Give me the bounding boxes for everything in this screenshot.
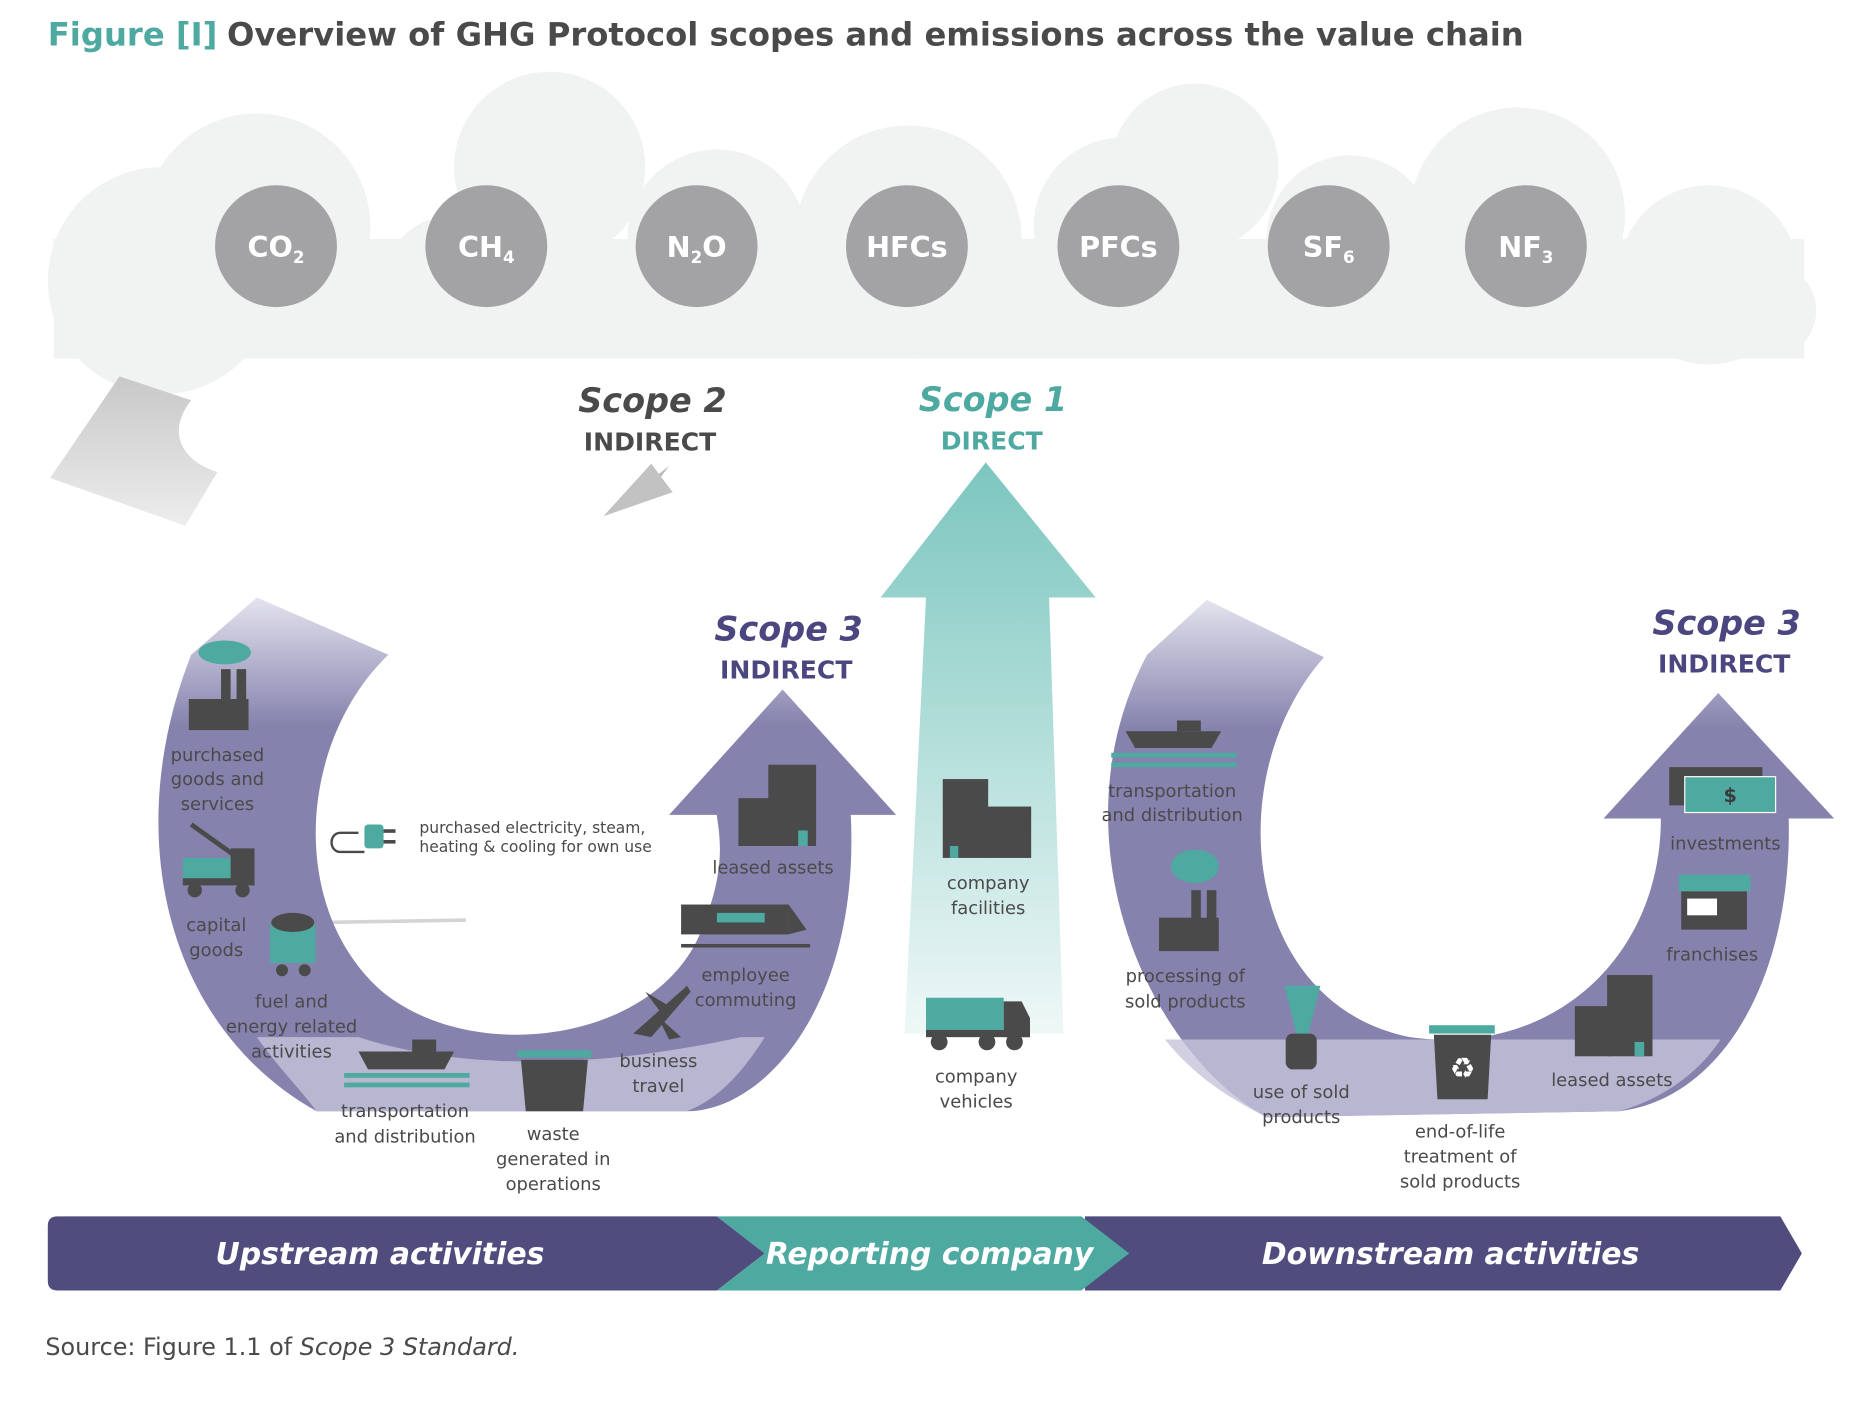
fuel-cart-icon [270, 912, 316, 977]
light-bulb-icon [1284, 985, 1321, 1070]
svg-text:$: $ [1724, 784, 1737, 807]
label-use-of-sold-products: use of sold products [1253, 1082, 1350, 1128]
svg-text:NF3: NF3 [1498, 230, 1553, 267]
label-purchased-electricity: purchased electricity, steam, heating & c… [419, 819, 651, 856]
svg-text:♻: ♻ [1450, 1051, 1476, 1085]
reporting-label: Reporting company [766, 1237, 1095, 1272]
ship-icon [344, 1039, 470, 1088]
reporting-segment [716, 1216, 1130, 1291]
downstream-label: Downstream activities [1262, 1237, 1639, 1272]
scope2-arrow [50, 376, 673, 925]
upstream-label: Upstream activities [216, 1237, 545, 1272]
airplane-icon [633, 985, 691, 1040]
factory-icon-downstream [1159, 849, 1219, 952]
label-downstream-transport: transportation and distribution [1101, 781, 1242, 826]
label-business-travel: business travel [619, 1051, 697, 1097]
value-chain-band: Upstream activities Reporting company Do… [47, 1216, 1802, 1291]
gas-co2: CO2 [215, 185, 337, 308]
gas-ch4: CH4 [425, 185, 548, 308]
gas-pfcs: PFCs [1057, 185, 1180, 308]
factory-icon [188, 640, 251, 731]
gas-sf6: SF6 [1267, 185, 1390, 308]
gas-hfcs: HFCs [845, 185, 968, 308]
building-icon [738, 764, 817, 846]
recycle-bin-icon: ♻ [1429, 1025, 1495, 1100]
svg-text:CH4: CH4 [458, 230, 515, 267]
svg-text:N2O: N2O [667, 230, 727, 267]
waste-bin-icon [517, 1050, 592, 1112]
scope3-upstream-kind: INDIRECT [720, 656, 852, 685]
downstream-segment [1084, 1216, 1802, 1291]
ship-icon-downstream [1111, 720, 1237, 768]
label-employee-commuting: employee commuting [695, 965, 797, 1011]
building-icon-downstream [1574, 975, 1653, 1057]
scope2-kind: INDIRECT [584, 427, 716, 456]
label-purchased-goods: purchased goods and services [171, 745, 265, 815]
plug-icon [330, 824, 396, 854]
storefront-icon [1678, 874, 1751, 930]
gas-list: CO2 CH4 N2O HFCs PFCs SF6 NF3 [215, 185, 1587, 308]
label-company-vehicles: company vehicles [935, 1067, 1018, 1113]
scope3-upstream-title: Scope 3 [714, 609, 862, 648]
money-icon: $ [1669, 767, 1777, 814]
label-company-facilities: company facilities [947, 873, 1030, 919]
svg-text:CO2: CO2 [247, 230, 304, 267]
svg-text:PFCs: PFCs [1079, 230, 1158, 264]
upstream-segment [47, 1216, 765, 1291]
label-downstream-leased: leased assets [1551, 1070, 1672, 1091]
label-investments: investments [1670, 834, 1780, 855]
figure-title: Figure [I] Overview of GHG Protocol scope… [48, 15, 1524, 53]
gas-n2o: N2O [635, 185, 758, 308]
label-franchises: franchises [1666, 945, 1758, 966]
scope3-downstream-kind: INDIRECT [1658, 650, 1790, 679]
source-note: Source: Figure 1.1 of Scope 3 Standard. [45, 1333, 519, 1361]
crane-truck-icon [182, 822, 255, 898]
label-end-of-life: end-of-life treatment of sold products [1400, 1122, 1521, 1193]
truck-icon [926, 997, 1030, 1051]
svg-text:HFCs: HFCs [866, 230, 948, 264]
scope1-arrow [880, 462, 1096, 1034]
scope1-kind: DIRECT [941, 426, 1043, 455]
label-waste: waste generated in operations [496, 1124, 611, 1195]
gas-nf3: NF3 [1464, 185, 1587, 308]
company-building-icon [942, 779, 1032, 858]
label-fuel-energy: fuel and energy related activities [226, 991, 357, 1062]
label-upstream-transport: transportation and distribution [334, 1101, 475, 1147]
label-capital-goods: capital goods [186, 915, 246, 961]
label-processing: processing of sold products [1125, 966, 1246, 1012]
label-upstream-leased: leased assets [712, 857, 833, 878]
scope2-title: Scope 2 [578, 381, 726, 420]
scope1-title: Scope 1 [919, 380, 1067, 419]
svg-text:SF6: SF6 [1303, 230, 1355, 267]
scope3-downstream-title: Scope 3 [1652, 603, 1800, 642]
train-icon [681, 904, 811, 948]
